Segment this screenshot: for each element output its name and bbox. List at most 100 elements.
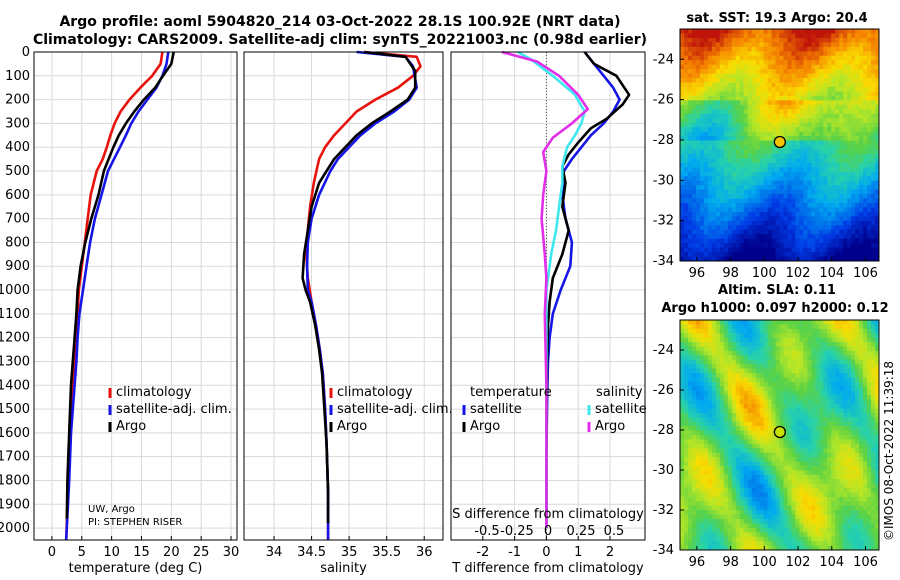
legend-climatology: climatology	[337, 385, 413, 400]
sla-map-cell	[719, 492, 725, 498]
sst-map-cell	[751, 82, 757, 88]
sst-map-cell	[823, 95, 828, 101]
sst-map-cell	[791, 109, 796, 115]
sla-map-cell	[735, 368, 741, 374]
sla-map-cell	[755, 470, 760, 476]
sst-map-cell	[767, 252, 772, 257]
sst-map-cell	[735, 256, 741, 262]
sla-map-cell	[691, 474, 697, 480]
sst-map-cell	[831, 225, 836, 231]
sst-map-cell	[843, 29, 848, 34]
sla-map-cell	[687, 412, 693, 418]
sla-map-cell	[843, 488, 848, 493]
sst-map-cell	[711, 118, 717, 124]
sst-map-cell	[799, 37, 804, 43]
sst-map-cell	[743, 78, 749, 83]
sla-map-cell	[763, 465, 768, 471]
sst-map-cell	[807, 185, 812, 191]
sla-map-cell	[847, 492, 852, 498]
sst-map-cell	[683, 180, 689, 186]
sla-map-cell	[815, 346, 820, 352]
sla-map-cell	[871, 448, 876, 454]
sla-map-cell	[851, 337, 856, 343]
sst-map-cell	[855, 118, 860, 124]
sla-map-cell	[783, 457, 788, 462]
sst-map-cell	[815, 60, 820, 66]
sla-map-cell	[707, 501, 713, 507]
sst-map-cell	[823, 55, 828, 61]
sla-map-cell	[687, 496, 693, 502]
sla-map-cell	[731, 452, 737, 458]
sst-map-cell	[795, 33, 800, 39]
sst-map-cell	[803, 189, 808, 195]
sla-map-cell	[727, 320, 733, 325]
sla-map-cell	[843, 443, 848, 449]
sst-map-cell	[791, 118, 796, 124]
sst-map-cell	[779, 122, 784, 128]
sla-map-cell	[867, 368, 872, 374]
sst-map-cell	[743, 122, 749, 128]
sst-map-cell	[707, 149, 713, 155]
sst-map-cell	[743, 73, 749, 79]
sst-map-cell	[751, 153, 757, 159]
sst-map-cell	[855, 145, 860, 150]
sla-map-cell	[683, 412, 689, 418]
sla-map-cell	[711, 483, 717, 489]
sst-map-cell	[779, 180, 784, 186]
sla-map-cell	[839, 368, 844, 374]
sla-map-cell	[703, 505, 709, 511]
sla-map-cell	[751, 474, 757, 480]
sst-map-cell	[843, 118, 848, 124]
sst-map-cell	[771, 33, 776, 39]
sla-map-cell	[723, 439, 729, 445]
sla-map-cell	[699, 496, 705, 502]
sst-map-cell	[727, 60, 733, 66]
sla-map-cell	[831, 421, 836, 427]
sla-map-cell	[835, 337, 840, 343]
sla-map-cell	[719, 320, 725, 325]
sla-map-cell	[727, 346, 733, 352]
sla-map-cell	[680, 452, 685, 458]
sst-map-cell	[763, 122, 768, 128]
sla-map-cell	[683, 457, 689, 462]
sla-map-cell	[703, 426, 709, 431]
sst-map-cell	[811, 203, 816, 208]
sst-map-cell	[763, 185, 768, 191]
sst-map-cell	[687, 64, 693, 70]
sst-map-cell	[719, 46, 725, 52]
sla-map-cell	[715, 435, 721, 440]
sst-map-cell	[871, 29, 876, 34]
sla-map-cell	[755, 505, 760, 511]
sst-map-cell	[775, 220, 780, 226]
sla-map-cell	[847, 505, 852, 511]
sla-map-cell	[791, 488, 796, 493]
sst-map-cell	[703, 46, 709, 52]
sst-map-cell	[859, 87, 864, 92]
sla-map-cell	[711, 346, 717, 352]
sst-map-cell	[759, 69, 764, 75]
sla-map-cell	[755, 359, 760, 365]
sla-map-cell	[827, 430, 832, 436]
sla-map-cell	[875, 439, 880, 445]
sst-map-cell	[799, 136, 804, 141]
sst-map-cell	[747, 33, 753, 39]
sla-map-cell	[799, 404, 804, 409]
sst-map-cell	[751, 136, 757, 141]
sla-map-cell	[791, 368, 796, 374]
sla-map-cell	[799, 474, 804, 480]
sst-map-cell	[767, 145, 772, 150]
sst-map-cell	[843, 220, 848, 226]
sst-map-cell	[847, 140, 852, 146]
sla-map-cell	[727, 404, 733, 409]
sst-map-cell	[831, 64, 836, 70]
sst-map-cell	[811, 189, 816, 195]
sla-map-cell	[787, 333, 792, 339]
sst-map-cell	[755, 211, 760, 217]
sla-map-cell	[799, 368, 804, 374]
sla-map-cell	[787, 452, 792, 458]
sst-map-cell	[719, 216, 725, 222]
x-tick-label: 5	[78, 545, 86, 560]
sst-map-cell	[791, 180, 796, 186]
sst-map-cell	[831, 82, 836, 88]
sst-map-cell	[747, 234, 753, 240]
